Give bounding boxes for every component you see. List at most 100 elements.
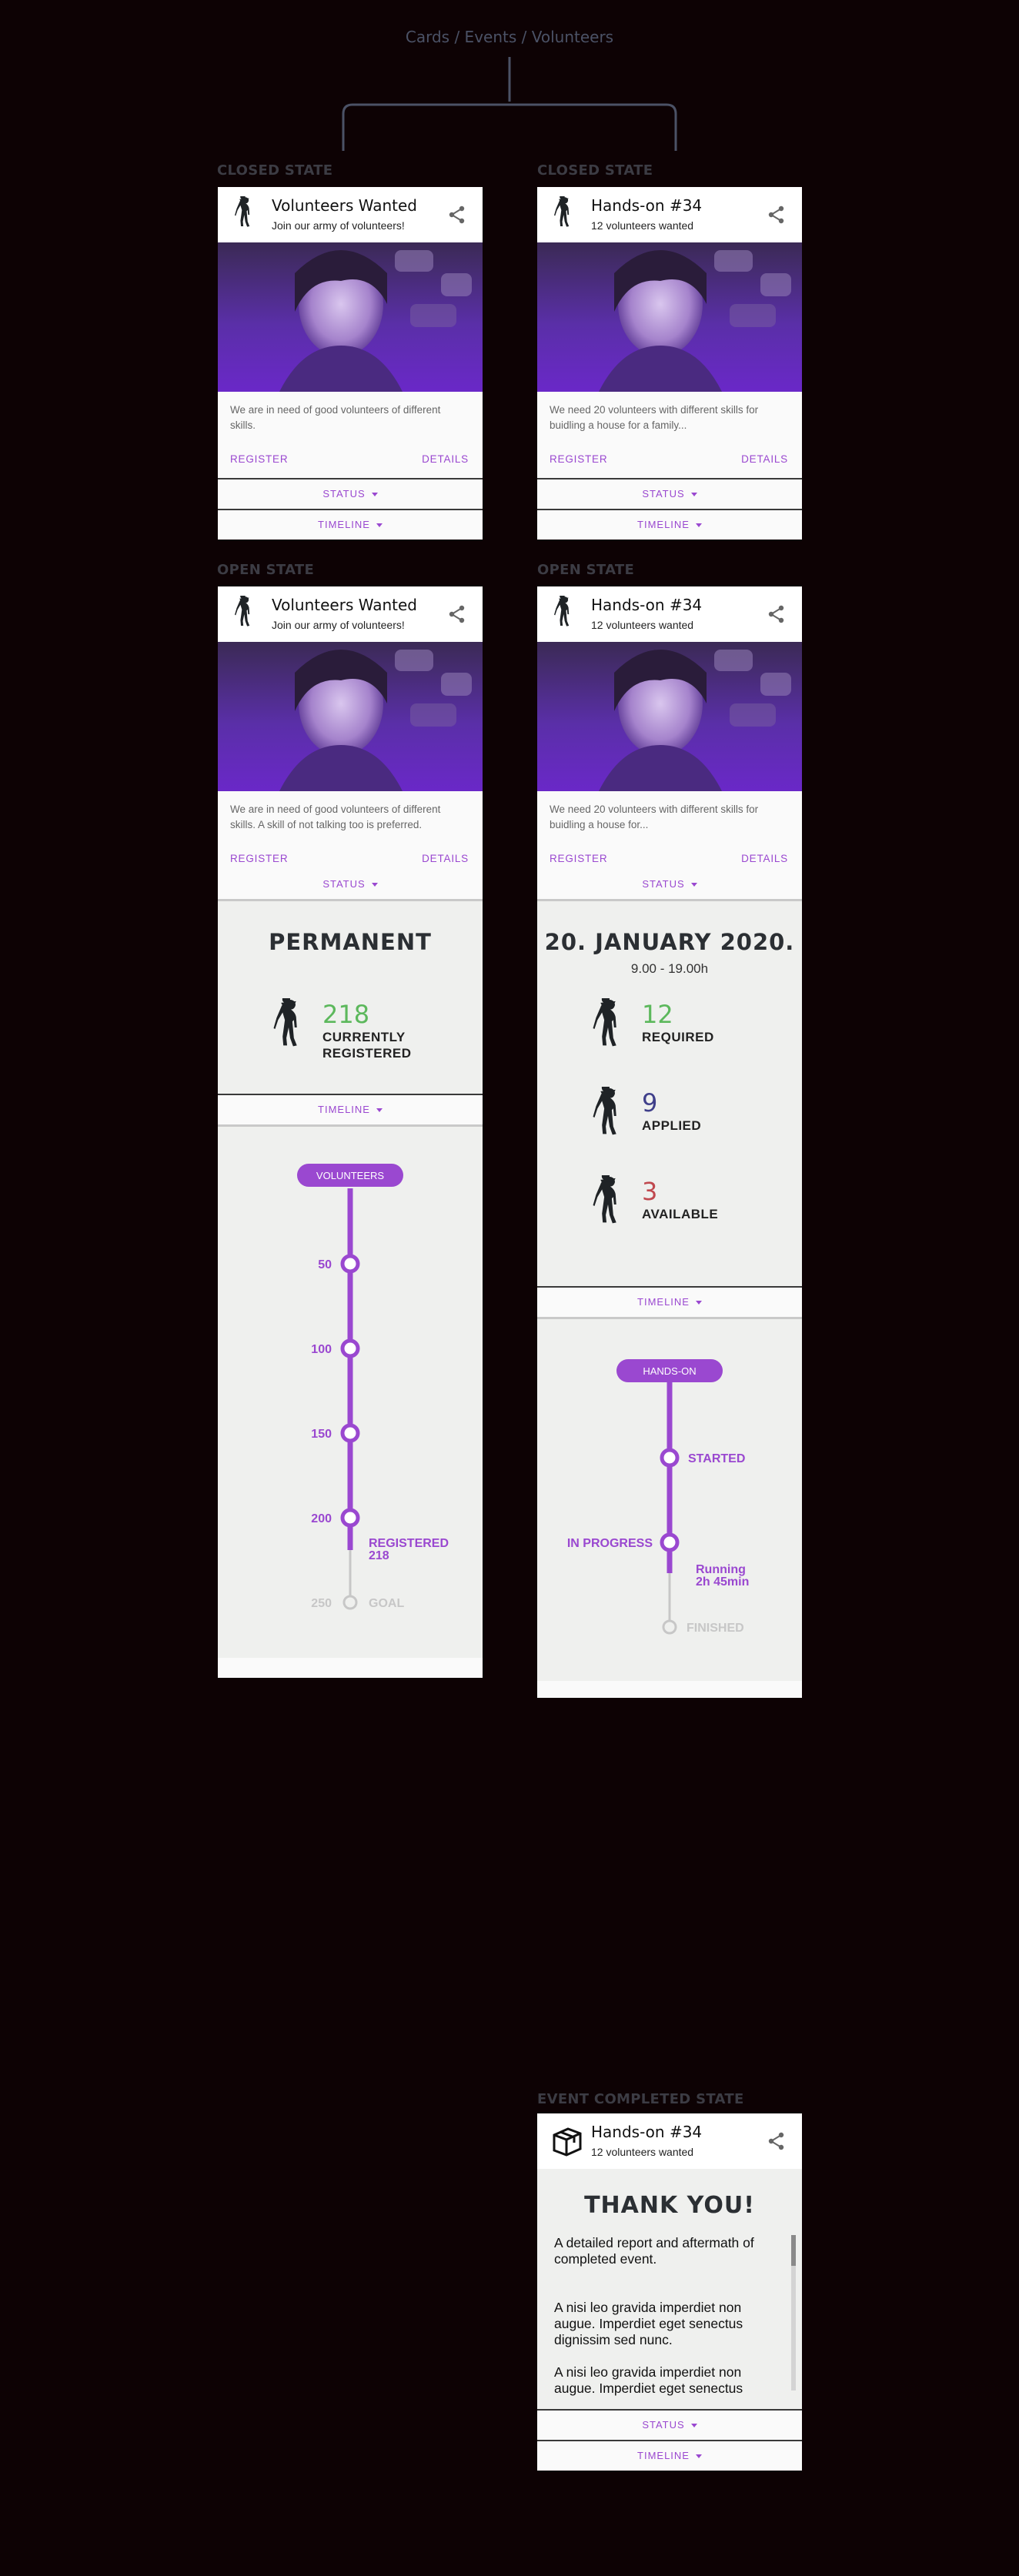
svg-text:150: 150	[311, 1428, 332, 1441]
volunteer-silhouette-icon	[593, 1175, 616, 1224]
state-label-closed-right: CLOSED STATE	[537, 162, 653, 179]
status-panel: 20. JANUARY 2020. 9.00 - 19.00h 12 REQUI…	[537, 899, 802, 1286]
share-icon[interactable]	[449, 605, 466, 623]
card-title: Hands-on #34	[591, 2123, 703, 2141]
state-label-open-left: OPEN STATE	[217, 562, 315, 578]
caret-down-icon	[695, 2454, 702, 2459]
required-label: REQUIRED	[642, 1030, 714, 1044]
running-duration: 2h 45min	[696, 1575, 749, 1589]
card-header: Hands-on #34 12 volunteers wanted	[537, 187, 802, 242]
share-icon[interactable]	[768, 605, 785, 623]
timeline-toggle[interactable]: TIMELINE	[218, 1094, 483, 1124]
registered-marker-value: 218	[369, 1549, 389, 1562]
state-label-completed: EVENT COMPLETED STATE	[537, 2091, 744, 2107]
svg-text:200: 200	[311, 1512, 332, 1525]
registered-label-line2: REGISTERED	[322, 1046, 412, 1061]
caret-down-icon	[695, 523, 702, 528]
volunteer-timeline: VOLUNTEERS 50 100 150 200 REGISTERED 218…	[297, 1164, 449, 1610]
status-toggle[interactable]: STATUS	[218, 478, 483, 509]
caret-down-icon	[690, 883, 697, 887]
caret-down-icon	[695, 1301, 702, 1305]
card-subtitle: 12 volunteers wanted	[591, 2146, 694, 2158]
status-toggle[interactable]: STATUS	[218, 870, 483, 899]
details-button[interactable]: DETAILS	[422, 453, 469, 465]
completion-paragraph: A nisi leo gravida imperdiet non augue. …	[554, 2300, 743, 2347]
volunteers-card-closed: Volunteers Wanted Join our army of volun…	[218, 187, 483, 540]
card-header: Hands-on #34 12 volunteers wanted	[537, 2113, 802, 2169]
timeline-panel: VOLUNTEERS 50 100 150 200 REGISTERED 218…	[218, 1124, 483, 1658]
share-icon[interactable]	[768, 2132, 785, 2150]
timeline-pill-label: VOLUNTEERS	[316, 1170, 384, 1181]
milestone-in-progress: IN PROGRESS	[567, 1532, 680, 1552]
svg-text:100: 100	[311, 1343, 332, 1356]
volunteer-photo	[218, 242, 483, 392]
caret-down-icon	[690, 2424, 697, 2428]
volunteer-silhouette-icon	[593, 998, 616, 1047]
caret-down-icon	[371, 493, 378, 497]
event-date: 20. JANUARY 2020.	[544, 929, 795, 955]
timeline-toggle[interactable]: TIMELINE	[537, 1286, 802, 1317]
status-toggle[interactable]: STATUS	[537, 478, 802, 509]
milestone-250-goal: 250 GOAL	[311, 1595, 404, 1610]
milestone-finished: FINISHED	[662, 1619, 744, 1635]
volunteer-avatar-icon	[551, 596, 582, 633]
handson-card-closed: Hands-on #34 12 volunteers wanted We nee…	[537, 187, 802, 540]
milestone-100: 100	[311, 1338, 360, 1358]
breadcrumb: Cards / Events / Volunteers	[405, 28, 614, 46]
register-button[interactable]: REGISTER	[550, 853, 608, 864]
scrollbar-thumb[interactable]	[791, 2235, 796, 2266]
status-toggle[interactable]: STATUS	[537, 870, 802, 899]
goal-label: GOAL	[369, 1597, 404, 1610]
timeline-label: TIMELINE	[637, 1296, 690, 1308]
state-label-open-right: OPEN STATE	[537, 562, 635, 578]
available-label: AVAILABLE	[642, 1207, 719, 1221]
timeline-toggle[interactable]: TIMELINE	[537, 509, 802, 540]
share-icon[interactable]	[768, 205, 785, 224]
registered-count: 218	[322, 1000, 370, 1029]
handson-timeline: HANDS-ON STARTED IN PROGRESS Running 2h …	[567, 1359, 749, 1635]
applied-label: APPLIED	[642, 1118, 702, 1133]
registered-marker-label: REGISTERED	[369, 1537, 449, 1550]
register-button[interactable]: REGISTER	[230, 453, 289, 465]
hierarchy-connector	[342, 57, 677, 151]
card-description: We need 20 volunteers with different ski…	[550, 404, 759, 431]
status-toggle[interactable]: STATUS	[537, 2409, 802, 2440]
available-count: 3	[642, 1177, 658, 1206]
caret-down-icon	[690, 493, 697, 497]
share-icon[interactable]	[449, 205, 466, 224]
register-button[interactable]: REGISTER	[550, 453, 608, 465]
volunteer-silhouette-icon	[593, 1087, 616, 1135]
timeline-toggle[interactable]: TIMELINE	[537, 2440, 802, 2471]
timeline-label: TIMELINE	[637, 2450, 690, 2461]
status-panel: PERMANENT 218 CURRENTLY REGISTERED	[218, 899, 483, 1094]
card-title: Volunteers Wanted	[272, 196, 417, 215]
caret-down-icon	[376, 523, 383, 528]
volunteer-photo	[537, 642, 802, 791]
timeline-pill	[297, 1164, 403, 1187]
milestone-150: 150	[311, 1423, 360, 1443]
details-button[interactable]: DETAILS	[741, 853, 788, 864]
volunteer-avatar-icon	[232, 596, 262, 633]
handson-card-open: Hands-on #34 12 volunteers wanted We nee…	[537, 586, 802, 1698]
timeline-label: TIMELINE	[318, 1104, 370, 1115]
details-button[interactable]: DETAILS	[422, 853, 469, 864]
caret-down-icon	[376, 1108, 383, 1113]
card-header: Volunteers Wanted Join our army of volun…	[218, 187, 483, 242]
status-title: PERMANENT	[269, 929, 432, 955]
timeline-label: TIMELINE	[637, 519, 690, 530]
timeline-panel: HANDS-ON STARTED IN PROGRESS Running 2h …	[537, 1317, 802, 1681]
scrollbar-track[interactable]	[791, 2235, 796, 2391]
event-time: 9.00 - 19.00h	[630, 961, 709, 976]
applied-count: 9	[642, 1088, 658, 1118]
timeline-pill	[616, 1359, 723, 1382]
milestone-started: STARTED	[660, 1448, 745, 1468]
status-label: STATUS	[642, 878, 685, 890]
milestone-200: 200	[311, 1508, 360, 1528]
register-button[interactable]: REGISTER	[230, 853, 289, 864]
card-subtitle: Join our army of volunteers!	[272, 619, 405, 631]
details-button[interactable]: DETAILS	[741, 453, 788, 465]
timeline-toggle[interactable]: TIMELINE	[218, 509, 483, 540]
volunteer-photo	[537, 242, 802, 392]
completion-text: A detailed report and aftermath of compl…	[554, 2235, 782, 2397]
card-description: We are in need of good volunteers of dif…	[230, 404, 441, 431]
